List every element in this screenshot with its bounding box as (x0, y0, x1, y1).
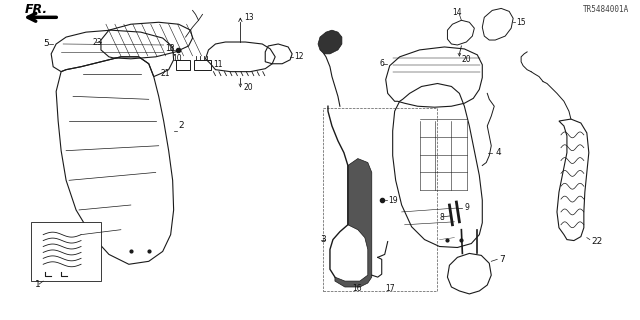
Text: 3: 3 (320, 235, 326, 244)
Text: FR.: FR. (25, 3, 48, 16)
Text: 7: 7 (499, 255, 505, 264)
Text: 9: 9 (465, 204, 469, 212)
Text: 5: 5 (44, 39, 49, 49)
Text: 11: 11 (214, 60, 223, 69)
Text: 14: 14 (452, 8, 462, 17)
Text: TR5484001A: TR5484001A (582, 5, 628, 14)
Text: 15: 15 (516, 18, 526, 27)
Text: 6: 6 (380, 59, 385, 68)
Text: 12: 12 (294, 52, 303, 61)
Bar (31, 222, 101, 281)
Bar (323, 108, 438, 291)
Text: 8: 8 (440, 213, 444, 222)
Text: 2: 2 (179, 122, 184, 131)
Bar (193, 60, 211, 70)
Polygon shape (335, 159, 372, 287)
Text: 21: 21 (161, 69, 170, 78)
Text: 18: 18 (166, 44, 175, 53)
Text: 16: 16 (352, 284, 362, 293)
Text: 13: 13 (244, 13, 254, 22)
Text: 22: 22 (592, 237, 603, 246)
Text: 23: 23 (93, 37, 102, 46)
Text: 10: 10 (173, 54, 182, 63)
Text: 4: 4 (495, 148, 501, 157)
Text: 1: 1 (35, 280, 41, 289)
Polygon shape (318, 30, 342, 54)
Bar (175, 60, 189, 70)
Text: 19: 19 (388, 196, 397, 204)
Text: 20: 20 (461, 55, 471, 64)
Text: 20: 20 (243, 83, 253, 92)
Text: 17: 17 (385, 284, 394, 293)
